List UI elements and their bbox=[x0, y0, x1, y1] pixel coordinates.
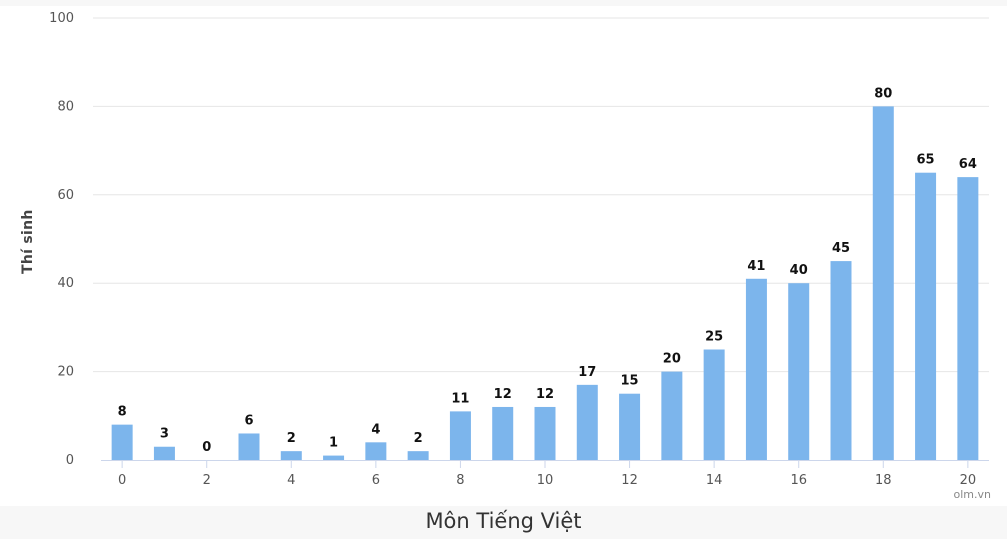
bar bbox=[872, 106, 894, 461]
data-label: 2 bbox=[287, 431, 296, 446]
bar bbox=[915, 172, 937, 460]
data-label: 0 bbox=[202, 440, 211, 455]
bar bbox=[323, 455, 345, 460]
x-tick-label: 20 bbox=[960, 473, 977, 488]
bar bbox=[407, 451, 429, 460]
bar bbox=[111, 424, 133, 460]
bar bbox=[576, 384, 598, 460]
data-label: 40 bbox=[790, 263, 808, 278]
y-tick-label: 80 bbox=[57, 99, 74, 114]
x-tick-label: 4 bbox=[287, 473, 295, 488]
bar bbox=[619, 393, 641, 460]
watermark: olm.vn bbox=[953, 488, 991, 501]
data-label: 1 bbox=[329, 436, 338, 451]
y-tick-label: 40 bbox=[57, 276, 74, 291]
bar bbox=[957, 177, 979, 460]
x-tick-label: 18 bbox=[875, 473, 892, 488]
x-tick-label: 14 bbox=[706, 473, 723, 488]
x-tick-label: 0 bbox=[118, 473, 126, 488]
data-label: 6 bbox=[244, 413, 253, 428]
y-tick-label: 0 bbox=[66, 453, 74, 468]
x-tick-label: 10 bbox=[537, 473, 554, 488]
bar bbox=[365, 442, 387, 460]
chart-panel: 0 20 40 60 80 100 8 3 0 6 2 1 4 2 11 12 12 17 15 20 25 41 40 45… bbox=[0, 6, 1007, 506]
bar bbox=[238, 433, 260, 460]
data-label: 41 bbox=[747, 259, 765, 274]
bar bbox=[661, 371, 683, 460]
y-tick-label: 100 bbox=[49, 11, 74, 26]
bar bbox=[788, 283, 810, 460]
data-label: 45 bbox=[832, 241, 850, 256]
data-label: 15 bbox=[621, 374, 639, 389]
bar bbox=[534, 406, 556, 460]
x-tick-label: 6 bbox=[372, 473, 380, 488]
x-tick-label: 2 bbox=[203, 473, 211, 488]
data-label: 3 bbox=[160, 427, 169, 442]
data-label: 25 bbox=[705, 330, 723, 345]
bar bbox=[449, 411, 471, 460]
data-label: 11 bbox=[451, 391, 469, 406]
bar bbox=[492, 406, 514, 460]
data-label: 64 bbox=[959, 157, 977, 172]
y-tick-label: 20 bbox=[57, 365, 74, 380]
x-tick-label: 12 bbox=[621, 473, 638, 488]
bar bbox=[703, 349, 725, 460]
bar bbox=[153, 446, 175, 460]
data-label: 17 bbox=[578, 365, 596, 380]
bar bbox=[280, 451, 302, 460]
y-tick-label: 60 bbox=[57, 188, 74, 203]
data-label: 80 bbox=[874, 86, 892, 101]
data-label: 8 bbox=[118, 405, 127, 420]
y-axis-label: Thí sinh bbox=[20, 209, 36, 274]
bar bbox=[745, 278, 767, 460]
chart-caption: Môn Tiếng Việt bbox=[425, 509, 582, 533]
data-label: 12 bbox=[536, 387, 554, 402]
x-tick-label: 8 bbox=[456, 473, 464, 488]
data-label: 20 bbox=[663, 352, 681, 367]
data-label: 2 bbox=[414, 431, 423, 446]
data-label: 4 bbox=[371, 422, 380, 437]
data-label: 65 bbox=[917, 153, 935, 168]
bar bbox=[830, 261, 852, 460]
data-label: 12 bbox=[494, 387, 512, 402]
x-tick-label: 16 bbox=[790, 473, 807, 488]
